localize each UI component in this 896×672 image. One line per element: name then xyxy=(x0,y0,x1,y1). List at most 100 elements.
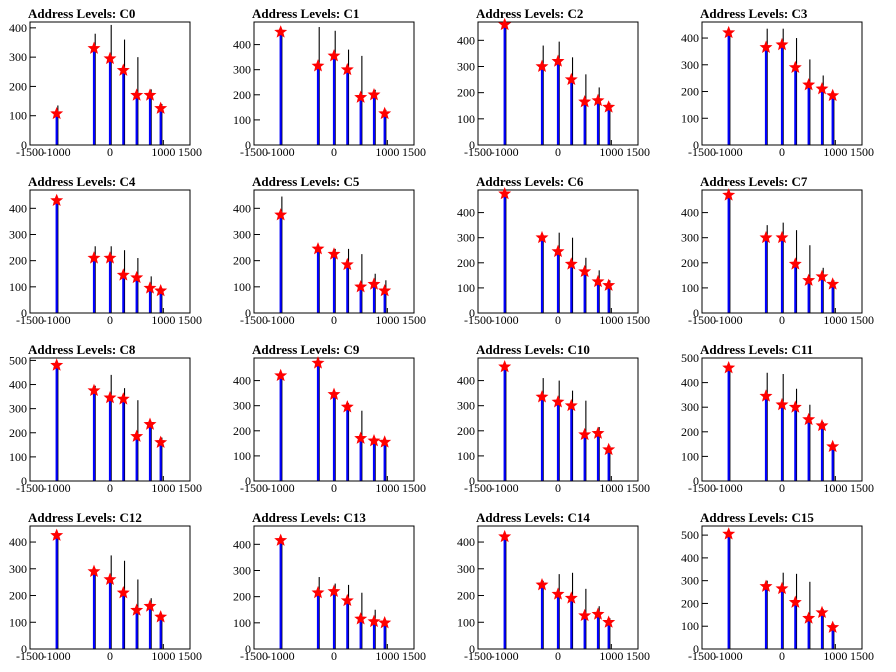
x-tick-label: 0 xyxy=(107,649,113,663)
peak-marker xyxy=(154,435,168,448)
panel-title: Address Levels: C14 xyxy=(476,510,590,525)
y-tick-label: 0 xyxy=(469,138,475,152)
x-tick-label: -1500 xyxy=(464,313,492,327)
x-tick-label: 1000 xyxy=(599,649,623,663)
x-tick-label: -1500 xyxy=(464,481,492,495)
y-tick-label: 300 xyxy=(457,562,475,576)
panel-title: Address Levels: C13 xyxy=(252,510,366,525)
y-tick-label: 300 xyxy=(457,59,475,73)
y-tick-label: 500 xyxy=(681,351,699,365)
histogram-svg: Address Levels: C0 0 100 200 300 400 -1500-100… xyxy=(9,6,202,159)
y-tick-label: 0 xyxy=(245,474,251,488)
histogram-panel: Address Levels: C9 0 100 200 300 400 -1500 -100… xyxy=(224,336,448,504)
panel-title: Address Levels: C11 xyxy=(700,342,813,357)
x-tick-label: -1000 xyxy=(491,145,519,159)
x-tick-label: 0 xyxy=(555,649,561,663)
histogram-panel: Address Levels: C12 0 100 200 300 400 -1500 -10… xyxy=(0,504,224,672)
x-tick-label: 0 xyxy=(779,145,785,159)
peak-marker xyxy=(103,390,117,404)
x-tick-label: -1000 xyxy=(43,145,71,159)
x-tick-label: -1000 xyxy=(491,649,519,663)
y-tick-label: 200 xyxy=(681,256,699,270)
y-tick-label: 0 xyxy=(469,306,475,320)
peak-marker xyxy=(354,612,368,625)
peak-marker xyxy=(535,390,549,403)
y-tick-label: 400 xyxy=(457,374,475,388)
panel-title: Address Levels: C6 xyxy=(476,174,584,189)
peak-marker xyxy=(815,269,829,283)
y-tick-label: 0 xyxy=(693,642,699,656)
peak-marker xyxy=(311,242,325,255)
peak-marker xyxy=(340,257,354,271)
peak-marker xyxy=(116,63,130,76)
x-tick-label: -1500 xyxy=(240,145,268,159)
y-tick-label: 300 xyxy=(9,562,27,576)
peak-marker xyxy=(815,605,829,619)
peak-marker xyxy=(551,244,565,258)
peak-marker xyxy=(775,397,789,411)
x-tick-label: -1000 xyxy=(43,481,71,495)
x-tick-label: -1000 xyxy=(43,649,71,663)
y-tick-label: 0 xyxy=(245,306,251,320)
peak-marker xyxy=(50,358,64,371)
peak-marker xyxy=(788,400,802,413)
y-tick-label: 100 xyxy=(681,111,699,125)
peak-marker xyxy=(788,595,802,608)
peak-marker xyxy=(788,60,802,73)
peak-marker xyxy=(551,54,565,67)
peak-marker xyxy=(354,90,368,103)
peak-marker xyxy=(602,615,616,628)
x-tick-label: 1500 xyxy=(626,481,650,495)
x-tick-label: 0 xyxy=(331,313,337,327)
peak-marker xyxy=(130,429,144,442)
x-tick-label: -1000 xyxy=(715,481,743,495)
peak-marker xyxy=(103,51,117,65)
y-tick-label: 200 xyxy=(233,424,251,438)
y-tick-label: 0 xyxy=(245,642,251,656)
peak-marker xyxy=(130,603,144,616)
peak-marker xyxy=(498,186,512,200)
histogram-svg: Address Levels: C2 0 100 200 300 400 -1500-100… xyxy=(457,6,650,159)
x-tick-label: 0 xyxy=(779,649,785,663)
y-tick-label: 400 xyxy=(9,21,27,35)
peak-marker xyxy=(116,268,130,281)
peak-marker xyxy=(378,106,392,120)
x-tick-label: -1500 xyxy=(688,649,716,663)
histogram-panel: Address Levels: C8 0 100 200 300 400 500 -1500-… xyxy=(0,336,224,504)
peak-marker xyxy=(759,389,773,402)
peak-marker xyxy=(535,59,549,72)
y-tick-label: 100 xyxy=(9,109,27,123)
peak-marker xyxy=(87,383,101,397)
panel-title: Address Levels: C5 xyxy=(252,174,360,189)
x-tick-label: 1500 xyxy=(850,481,874,495)
peak-marker xyxy=(130,88,144,101)
y-tick-label: 0 xyxy=(21,306,27,320)
peak-marker xyxy=(327,49,341,62)
panel-title: Address Levels: C4 xyxy=(28,174,136,189)
y-tick-label: 100 xyxy=(681,619,699,633)
peak-marker xyxy=(274,208,288,221)
x-tick-label: 0 xyxy=(107,481,113,495)
histogram-panel: Address Levels: C1 0 100 200 300 400 -1500 -100… xyxy=(224,0,448,168)
peak-marker xyxy=(802,273,816,286)
peak-marker xyxy=(591,274,605,288)
y-tick-label: 400 xyxy=(9,201,27,215)
peak-marker xyxy=(802,611,816,624)
peak-marker xyxy=(564,591,578,604)
peak-marker xyxy=(87,251,101,264)
y-tick-label: 400 xyxy=(9,378,27,392)
panel-title: Address Levels: C12 xyxy=(28,510,142,525)
x-tick-label: 1500 xyxy=(402,481,426,495)
y-tick-label: 200 xyxy=(681,425,699,439)
peak-marker xyxy=(535,577,549,591)
y-tick-label: 100 xyxy=(457,281,475,295)
x-tick-label: -1000 xyxy=(491,313,519,327)
peak-marker xyxy=(759,40,773,53)
x-tick-label: 1000 xyxy=(375,313,399,327)
y-tick-label: 100 xyxy=(9,280,27,294)
peak-marker xyxy=(354,431,368,444)
peak-marker xyxy=(87,564,101,577)
y-tick-label: 0 xyxy=(21,642,27,656)
peak-marker xyxy=(143,599,157,612)
x-tick-label: 0 xyxy=(555,145,561,159)
